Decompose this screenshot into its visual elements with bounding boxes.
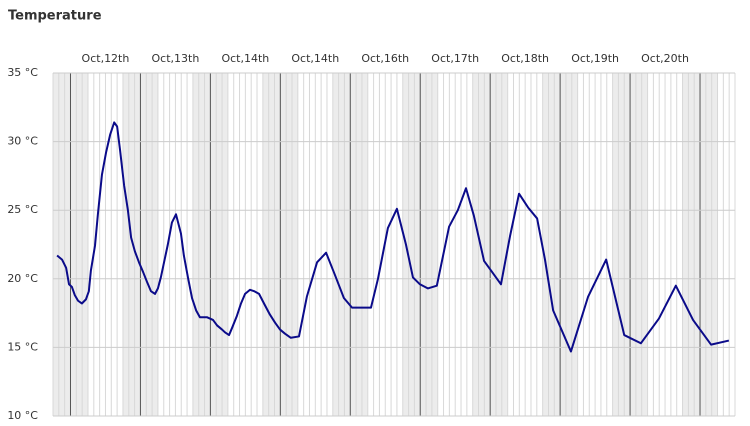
x-tick-label: Oct,16th	[361, 52, 409, 65]
x-tick-label: Oct,14th	[291, 52, 339, 65]
x-tick-label: Oct,18th	[501, 52, 549, 65]
x-tick-label: Oct,17th	[431, 52, 479, 65]
x-tick-label: Oct,12th	[82, 52, 130, 65]
y-tick-label: 30 °C	[7, 135, 38, 148]
data-line	[56, 121, 730, 353]
y-tick-label: 20 °C	[7, 272, 38, 285]
y-tick-label: 35 °C	[7, 66, 38, 79]
chart-title: Temperature	[8, 9, 102, 24]
y-tick-label: 25 °C	[7, 203, 38, 216]
y-tick-label: 15 °C	[7, 340, 38, 353]
x-tick-label: Oct,20th	[641, 52, 689, 65]
x-tick-label: Oct,13th	[152, 52, 200, 65]
y-tick-label: 10 °C	[7, 409, 38, 422]
x-tick-label: Oct,19th	[571, 52, 619, 65]
x-tick-label: Oct,14th	[221, 52, 269, 65]
